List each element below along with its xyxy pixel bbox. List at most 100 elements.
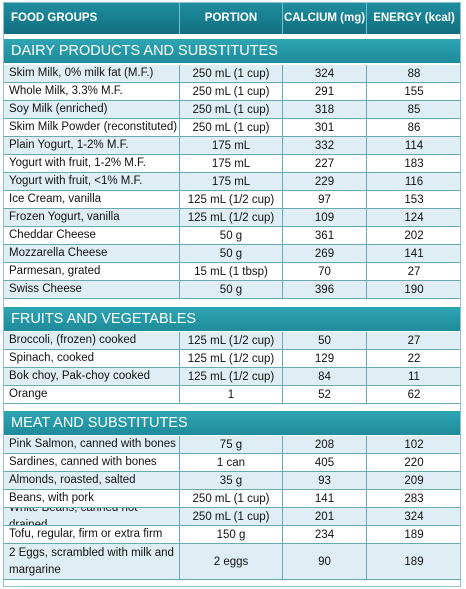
energy-cell: 27 bbox=[407, 334, 421, 347]
food-cell: Beans, with pork bbox=[3, 490, 180, 507]
portion-cell: 125 mL (1/2 cup) bbox=[180, 191, 283, 208]
energy-cell: 324 bbox=[404, 510, 424, 523]
portion-cell: 1 bbox=[180, 386, 283, 403]
calcium-cell: 269 bbox=[283, 245, 367, 262]
energy-cell: 86 bbox=[407, 121, 421, 134]
food-cell: Cheddar Cheese bbox=[3, 227, 180, 244]
food-cell: 2 Eggs, scrambled with milk and margarin… bbox=[3, 544, 180, 579]
portion-cell: 50 g bbox=[180, 281, 283, 298]
table-row: Beans, with pork 250 mL (1 cup) 141 283 bbox=[3, 490, 461, 508]
portion-cell: 250 mL (1 cup) bbox=[180, 65, 283, 82]
table-row: Ice Cream, vanilla 125 mL (1/2 cup) 97 153 bbox=[3, 191, 461, 209]
header-energy: ENERGY (kcal) bbox=[373, 12, 455, 24]
table-row: Spinach, cooked 125 mL (1/2 cup) 129 22 bbox=[3, 350, 461, 368]
section-fruits-rows: Broccoli, (frozen) cooked 125 mL (1/2 cup… bbox=[3, 332, 461, 404]
food-cell: Sardines, canned with bones bbox=[3, 454, 180, 471]
calcium-cell: 396 bbox=[283, 281, 367, 298]
table-row: Sardines, canned with bones 1 can 405 220 bbox=[3, 454, 461, 472]
food-cell: Swiss Cheese bbox=[3, 281, 180, 298]
portion-cell: 250 mL (1 cup) bbox=[180, 490, 283, 507]
calcium-cell: 52 bbox=[283, 386, 367, 403]
section-dairy-title: DAIRY PRODUCTS AND SUBSTITUTES bbox=[3, 39, 461, 63]
table-row: Frozen Yogurt, vanilla 125 mL (1/2 cup) 10… bbox=[3, 209, 461, 227]
table-row: Skim Milk, 0% milk fat (M.F.) 250 mL (1 c… bbox=[3, 65, 461, 83]
food-cell: Parmesan, grated bbox=[3, 263, 180, 280]
energy-cell: 85 bbox=[407, 103, 421, 116]
portion-cell: 250 mL (1 cup) bbox=[180, 119, 283, 136]
table-row: Parmesan, grated 15 mL (1 tbsp) 70 27 bbox=[3, 263, 461, 281]
calcium-cell: 324 bbox=[283, 65, 367, 82]
calcium-cell: 90 bbox=[283, 544, 367, 579]
energy-cell: 102 bbox=[404, 438, 424, 451]
table-row: Soy Milk (enriched) 250 mL (1 cup) 318 85 bbox=[3, 101, 461, 119]
calcium-cell: 141 bbox=[283, 490, 367, 507]
portion-cell: 250 mL (1 cup) bbox=[180, 101, 283, 118]
energy-cell: 116 bbox=[404, 175, 424, 188]
food-cell: Soy Milk (enriched) bbox=[3, 101, 180, 118]
portion-cell: 175 mL bbox=[180, 137, 283, 154]
energy-cell: 88 bbox=[407, 67, 421, 80]
portion-cell: 2 eggs bbox=[180, 544, 283, 579]
food-cell: Orange bbox=[3, 386, 180, 403]
portion-cell: 35 g bbox=[180, 472, 283, 489]
header-food-groups: FOOD GROUPS bbox=[3, 2, 180, 34]
food-cell: Almonds, roasted, salted bbox=[3, 472, 180, 489]
portion-cell: 50 g bbox=[180, 245, 283, 262]
calcium-cell: 50 bbox=[283, 332, 367, 349]
section-fruits-title: FRUITS AND VEGETABLES bbox=[3, 307, 461, 331]
table-row: Pink Salmon, canned with bones 75 g 208 102 bbox=[3, 436, 461, 454]
food-cell: Skim Milk, 0% milk fat (M.F.) bbox=[3, 65, 180, 82]
table-row: Yogurt with fruit, 1-2% M.F. 175 mL 227 183 bbox=[3, 155, 461, 173]
food-cell: Yogurt with fruit, 1-2% M.F. bbox=[3, 155, 180, 172]
food-cell: White Beans, canned not drained bbox=[3, 508, 180, 525]
table-row: Mozzarella Cheese 50 g 269 141 bbox=[3, 245, 461, 263]
energy-cell: 22 bbox=[407, 352, 421, 365]
calcium-cell: 84 bbox=[283, 368, 367, 385]
calcium-cell: 201 bbox=[283, 508, 367, 525]
portion-cell: 50 g bbox=[180, 227, 283, 244]
calcium-cell: 301 bbox=[283, 119, 367, 136]
energy-cell: 202 bbox=[404, 229, 424, 242]
table-row: 2 Eggs, scrambled with milk and margarin… bbox=[3, 544, 461, 580]
table-row: Broccoli, (frozen) cooked 125 mL (1/2 cup… bbox=[3, 332, 461, 350]
table-row: Orange 1 52 62 bbox=[3, 386, 461, 404]
table-header: FOOD GROUPS PORTION CALCIUM (mg) ENERGY … bbox=[3, 2, 461, 34]
portion-cell: 125 mL (1/2 cup) bbox=[180, 350, 283, 367]
portion-cell: 75 g bbox=[180, 436, 283, 453]
calcium-cell: 70 bbox=[283, 263, 367, 280]
energy-cell: 220 bbox=[404, 456, 424, 469]
energy-cell: 189 bbox=[404, 555, 424, 568]
food-cell: Frozen Yogurt, vanilla bbox=[3, 209, 180, 226]
header-calcium: CALCIUM (mg) bbox=[283, 2, 367, 34]
portion-cell: 125 mL (1/2 cup) bbox=[180, 332, 283, 349]
calcium-cell: 109 bbox=[283, 209, 367, 226]
table-row: Whole Milk, 3.3% M.F. 250 mL (1 cup) 291 15… bbox=[3, 83, 461, 101]
table-row: Tofu, regular, firm or extra firm 150 g 23… bbox=[3, 526, 461, 544]
calcium-cell: 227 bbox=[283, 155, 367, 172]
calcium-cell: 229 bbox=[283, 173, 367, 190]
table-row: Bok choy, Pak-choy cooked 125 mL (1/2 cup… bbox=[3, 368, 461, 386]
table-row: Almonds, roasted, salted 35 g 93 209 bbox=[3, 472, 461, 490]
calcium-cell: 318 bbox=[283, 101, 367, 118]
portion-cell: 15 mL (1 tbsp) bbox=[180, 263, 283, 280]
section-dairy-rows: Skim Milk, 0% milk fat (M.F.) 250 mL (1 c… bbox=[3, 65, 461, 299]
energy-cell: 283 bbox=[404, 492, 424, 505]
portion-cell: 1 can bbox=[180, 454, 283, 471]
portion-cell: 175 mL bbox=[180, 173, 283, 190]
energy-cell: 153 bbox=[404, 193, 424, 206]
calcium-cell: 405 bbox=[283, 454, 367, 471]
food-cell: Spinach, cooked bbox=[3, 350, 180, 367]
table-row: Swiss Cheese 50 g 396 190 bbox=[3, 281, 461, 299]
energy-cell: 114 bbox=[404, 139, 424, 152]
table-row: Yogurt with fruit, <1% M.F. 175 mL 229 116 bbox=[3, 173, 461, 191]
food-cell: Whole Milk, 3.3% M.F. bbox=[3, 83, 180, 100]
portion-cell: 150 g bbox=[180, 526, 283, 543]
calcium-cell: 234 bbox=[283, 526, 367, 543]
energy-cell: 183 bbox=[404, 157, 424, 170]
food-cell: Yogurt with fruit, <1% M.F. bbox=[3, 173, 180, 190]
energy-cell: 124 bbox=[404, 211, 424, 224]
food-cell: Ice Cream, vanilla bbox=[3, 191, 180, 208]
food-cell: Bok choy, Pak-choy cooked bbox=[3, 368, 180, 385]
